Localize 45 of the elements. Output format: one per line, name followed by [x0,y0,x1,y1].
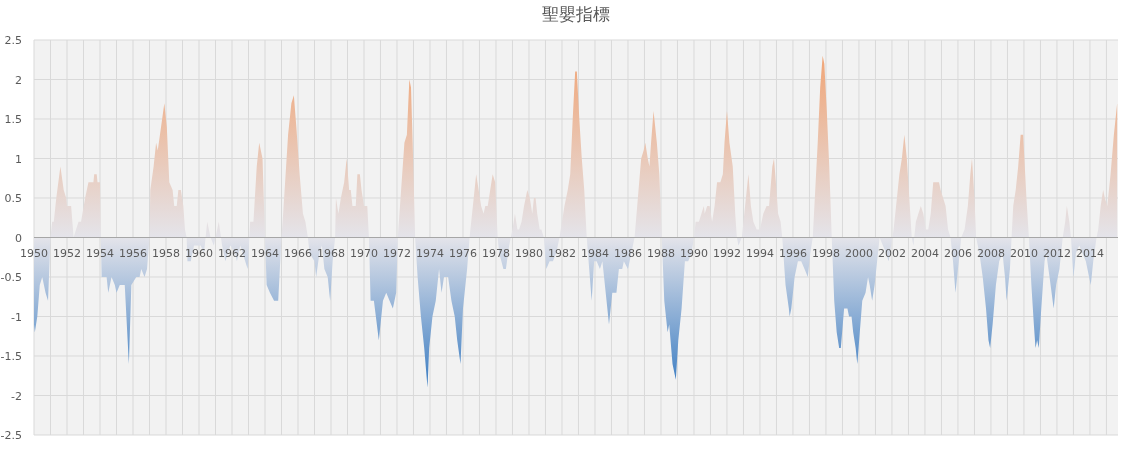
x-tick-label: 2010 [1009,246,1038,260]
y-tick-label: 1.5 [4,113,22,126]
x-tick-label: 1960 [184,246,213,260]
y-tick-label: -2 [11,389,22,403]
x-tick-label: 1970 [349,246,378,260]
x-tick-label: 1986 [613,246,642,260]
x-tick-label: 1962 [217,246,246,260]
x-tick-label: 1988 [646,246,675,260]
title: 聖嬰指標 [542,4,610,24]
x-tick-label: 1992 [712,246,741,260]
y-tick-label: -0.5 [0,271,22,284]
y-tick-label: 0.5 [4,192,22,205]
x-tick-label: 1994 [745,246,774,260]
x-tick-label: 1982 [547,246,576,260]
y-tick-label: -1.5 [0,350,22,363]
x-tick-label: 1964 [250,246,279,260]
x-tick-label: 1954 [86,246,114,260]
x-tick-label: 2000 [844,246,873,260]
x-tick-label: 2014 [1075,246,1104,260]
x-tick-label: 1990 [679,246,708,260]
y-tick-label: 0 [15,231,22,245]
x-tick-label: 2006 [943,246,972,260]
x-tick-label: 1980 [514,246,543,260]
x-tick-label: 1968 [316,246,345,260]
x-tick-label: 1976 [448,246,477,260]
x-tick-label: 1958 [151,246,180,260]
x-tick-label: 2008 [976,246,1005,260]
x-tick-label: 1956 [119,246,147,260]
x-tick-label: 1978 [481,246,510,260]
y-tick-label: -2.5 [0,429,22,442]
x-tick-label: 1952 [53,246,81,260]
y-tick-label: 2 [15,73,22,87]
y-tick-label: -1 [11,310,22,324]
x-tick-label: 1972 [382,246,411,260]
x-tick-label: 1984 [580,246,609,260]
x-tick-label: 1998 [811,246,840,260]
x-tick-label: 1974 [415,246,444,260]
x-tick-label: 2004 [910,246,939,260]
x-tick-label: 1950 [20,246,48,260]
y-tick-label: 2.5 [4,34,22,47]
x-tick-label: 1996 [778,246,807,260]
x-tick-label: 1966 [283,246,312,260]
x-tick-label: 2012 [1042,246,1071,260]
x-tick-label: 2002 [877,246,906,260]
y-tick-label: 1 [15,152,22,166]
